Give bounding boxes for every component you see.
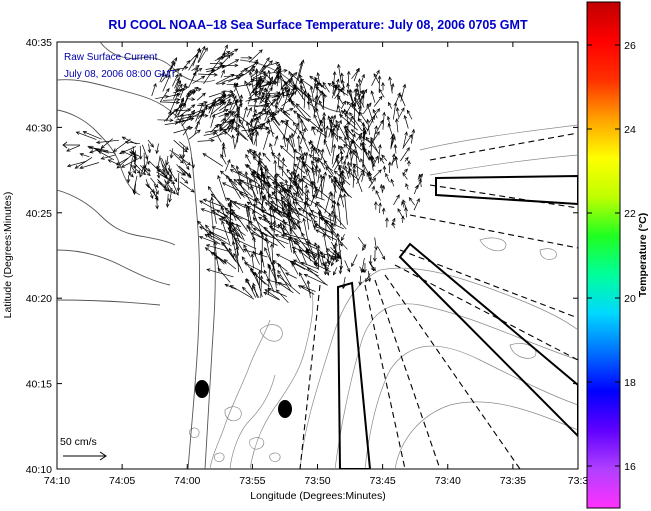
x-tick-label: 73:35 <box>500 475 526 487</box>
coastline <box>57 42 341 469</box>
y-tick-label: 40:25 <box>26 208 52 220</box>
buoy-dot <box>195 380 209 398</box>
x-tick-label: 73:3 <box>568 475 589 487</box>
scale-label: 50 cm/s <box>60 436 97 448</box>
scale-arrow <box>63 451 107 461</box>
wedge-southeast <box>398 242 578 438</box>
colorbar: 26 24 22 20 18 16 Temperature (°C) <box>586 1 649 509</box>
x-tick-label: 74:05 <box>109 475 135 487</box>
y-tick-label: 40:10 <box>26 464 52 476</box>
chart-title: RU COOL NOAA–18 Sea Surface Temperature:… <box>108 18 528 32</box>
colorbar-ticks: 26 24 22 20 18 16 <box>587 40 636 473</box>
colorbar-label: Temperature (°C) <box>637 213 649 298</box>
y-tick-label: 40:35 <box>26 37 52 49</box>
colorbar-tick-label: 24 <box>624 124 636 136</box>
x-tick-label: 73:55 <box>239 475 265 487</box>
y-axis-ticks: 40:35 40:30 40:25 40:20 40:15 40:10 <box>26 37 578 476</box>
x-tick-label: 73:40 <box>435 475 461 487</box>
x-tick-label: 73:45 <box>369 475 395 487</box>
x-tick-label: 73:50 <box>304 475 330 487</box>
x-axis-ticks: 74:10 74:05 74:00 73:55 73:50 73:45 73:40 73:35… <box>44 42 589 487</box>
legend-line-1: Raw Surface Current <box>64 52 158 63</box>
current-vectors <box>66 44 424 304</box>
colorbar-tick-label: 22 <box>624 208 636 220</box>
colorbar-tick-label: 20 <box>624 293 636 305</box>
colorbar-strip <box>586 1 621 509</box>
wedge-south <box>336 281 372 469</box>
y-tick-label: 40:30 <box>26 122 52 134</box>
map-panel: Raw Surface Current July 08, 2006 08:00 … <box>56 41 579 470</box>
wedge-east <box>435 174 578 206</box>
transect-wedges <box>336 174 578 469</box>
legend-line-2: July 08, 2006 08:00 GMT <box>64 69 176 80</box>
reference-arrow-small <box>62 141 80 149</box>
x-axis-label: Longitude (Degrees:Minutes) <box>250 490 385 502</box>
buoy-dot <box>278 400 292 418</box>
y-axis-label: Latitude (Degrees:Minutes) <box>2 192 14 319</box>
y-tick-label: 40:20 <box>26 293 52 305</box>
map-frame <box>56 41 579 470</box>
colorbar-tick-label: 16 <box>624 461 636 473</box>
bathymetry-contours <box>189 124 578 469</box>
x-tick-label: 74:00 <box>174 475 200 487</box>
buoy-markers <box>195 380 292 418</box>
x-tick-label: 74:10 <box>44 475 70 487</box>
y-tick-label: 40:15 <box>26 379 52 391</box>
colorbar-tick-label: 26 <box>624 40 636 52</box>
colorbar-tick-label: 18 <box>624 377 636 389</box>
